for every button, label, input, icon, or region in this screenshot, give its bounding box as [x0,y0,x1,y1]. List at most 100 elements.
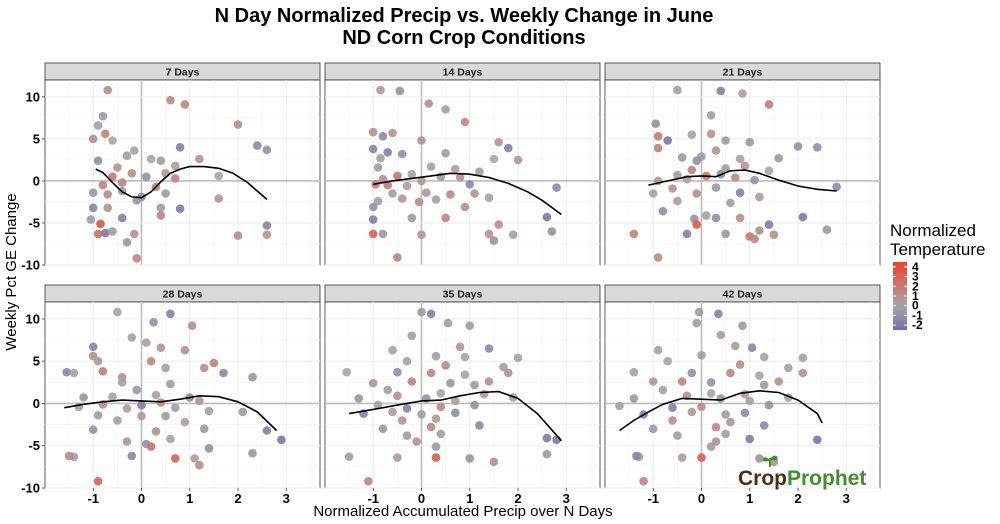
scatter-point [130,146,139,155]
scatter-point [547,227,557,236]
scatter-point [813,435,822,445]
scatter-point [692,156,701,165]
y-tick-label: 0 [33,173,40,188]
scatter-point [161,169,170,178]
scatter-point [248,449,257,458]
scatter-point [388,407,397,417]
scatter-point [716,86,726,96]
scatter-point [151,427,161,436]
scatter-point [166,379,175,389]
scatter-point [393,253,402,262]
legend-title-line1: Normalized [890,221,976,240]
scatter-point [407,213,417,223]
scatter-point [422,188,431,197]
scatter-point [653,345,663,355]
scatter-point [368,202,378,212]
scatter-point [451,164,460,174]
y-tick-label: 5 [33,354,40,369]
scatter-point [697,402,706,412]
scatter-point [755,454,764,463]
scatter-point [402,181,412,191]
scatter-point [262,230,272,239]
scatter-point [504,368,513,378]
panel-background [604,79,881,266]
scatter-point [417,410,426,419]
scatter-point [151,390,161,400]
scatter-point [248,372,257,382]
scatter-point [832,182,841,192]
scatter-point [750,175,759,185]
scatter-point [426,309,436,319]
scatter-point [93,156,103,165]
scatter-point [735,360,745,369]
scatter-point [130,229,139,239]
legend-tick-label: -2 [912,318,923,332]
scatter-point [117,378,127,387]
scatter-point [542,433,552,443]
scatter-point [417,307,426,317]
scatter-point [342,367,352,377]
scatter-point [171,161,180,171]
scatter-point [199,424,209,434]
legend-colorbar [893,262,907,330]
scatter-point [407,169,417,179]
scatter-point [673,196,682,206]
scatter-point [721,410,730,419]
scatter-point [460,370,470,380]
scatter-point [262,426,272,435]
scatter-point [632,451,641,461]
smooth-trend-line [373,172,562,216]
smooth-trend-line [95,165,268,201]
scatter-point [88,188,98,197]
scatter-point [69,368,79,378]
smooth-trend-line [64,394,278,432]
scatter-point [93,356,103,366]
scatter-point [171,403,180,413]
scatter-point [62,367,71,377]
scatter-point [484,377,494,386]
scatter-point [171,174,180,183]
panel-background [44,301,321,489]
scatter-point [687,368,697,378]
scatter-point [738,89,747,98]
scatter-point [127,451,137,461]
scatter-point [692,189,701,198]
scatter-point [368,215,378,224]
scatter-point [426,162,436,171]
scatter-point [475,421,484,430]
scatter-point [436,389,446,398]
x-tick-label: 1 [186,491,193,506]
facet-strip-label: 35 Days [443,289,483,301]
scatter-point [653,253,663,262]
scatter-point [132,253,141,263]
scatter-point [735,188,745,197]
scatter-point [441,105,450,114]
scatter-point [759,352,769,362]
chart-title-line1: N Day Normalized Precip vs. Weekly Chang… [215,5,714,27]
scatter-point [117,213,127,223]
scatter-point [190,454,199,463]
legend-tick-label: -1 [912,308,923,322]
scatter-point [166,309,175,319]
x-tick-label: 0 [138,491,145,506]
y-tick-label: -5 [28,438,40,453]
scatter-point [475,167,484,176]
facet-strip-label: 7 Days [166,67,200,79]
scatter-point [711,146,721,155]
scatter-point [262,145,272,155]
scatter-point [93,121,103,130]
scatter-point [117,178,127,187]
scatter-point [233,120,243,129]
scatter-point [494,220,504,229]
scatter-point [161,189,170,198]
scatter-point [407,377,417,386]
scatter-point [441,361,450,370]
scatter-point [484,344,494,353]
scatter-point [368,144,378,154]
facet-panel: 14 Days [324,62,601,266]
scatter-point [513,155,523,165]
scatter-point [417,230,426,239]
scatter-point [451,396,460,406]
scatter-point [668,184,677,193]
scatter-point [692,318,701,328]
